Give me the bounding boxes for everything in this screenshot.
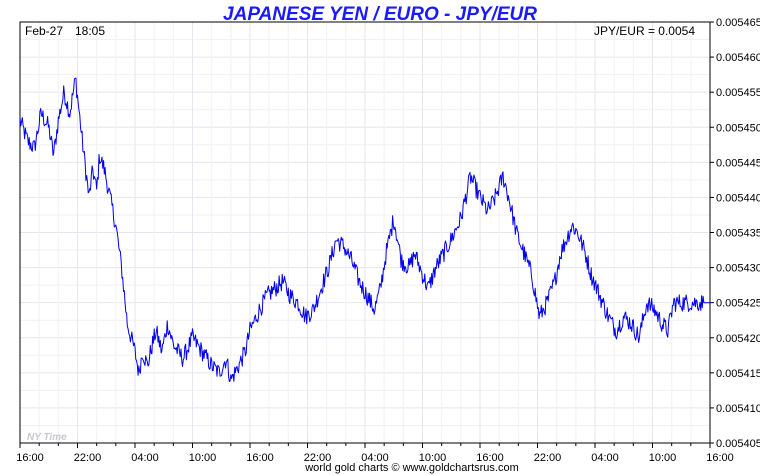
x-tick-label: 10:00 xyxy=(419,452,447,464)
chart-title: JAPANESE YEN / EURO - JPY/EUR xyxy=(223,4,537,25)
y-tick-label: 0.005405 xyxy=(716,438,760,450)
x-tick-label: 10:00 xyxy=(189,452,217,464)
x-tick-label: 16:00 xyxy=(706,452,734,464)
y-tick-label: 0.005420 xyxy=(716,333,760,345)
y-tick-label: 0.005465 xyxy=(716,17,760,29)
x-tick-label: 04:00 xyxy=(591,452,619,464)
y-tick-label: 0.005460 xyxy=(716,52,760,64)
x-tick-label: 22:00 xyxy=(534,452,562,464)
date-label: Feb-27 xyxy=(25,24,63,38)
y-tick-label: 0.005450 xyxy=(716,122,760,134)
x-tick-label: 04:00 xyxy=(361,452,389,464)
current-value-label: JPY/EUR = 0.0054 xyxy=(594,24,695,38)
y-tick-label: 0.005435 xyxy=(716,228,760,240)
x-axis: 16:00 22:00 04:00 10:00 16:00 22:00 04:00 10:00… xyxy=(16,443,734,464)
y-tick-label: 0.005440 xyxy=(716,192,760,204)
grid-lines xyxy=(19,21,711,444)
y-tick-label: 0.005425 xyxy=(716,298,760,310)
x-tick-label: 16:00 xyxy=(16,452,44,464)
y-tick-label: 0.005430 xyxy=(716,263,760,275)
y-tick-label: 0.005415 xyxy=(716,368,760,380)
x-tick-label: 10:00 xyxy=(649,452,677,464)
x-tick-label: 22:00 xyxy=(74,452,102,464)
footer-credit: world gold charts © www.goldchartsrus.co… xyxy=(304,462,519,474)
y-tick-label: 0.005455 xyxy=(716,87,760,99)
x-tick-label: 04:00 xyxy=(131,452,159,464)
y-tick-label: 0.005410 xyxy=(716,403,760,415)
x-tick-label: 16:00 xyxy=(476,452,504,464)
price-series-line xyxy=(19,77,710,382)
time-label: 18:05 xyxy=(75,24,105,38)
x-tick-label: 16:00 xyxy=(246,452,274,464)
timezone-watermark: NY Time xyxy=(27,432,67,443)
y-tick-label: 0.005445 xyxy=(716,157,760,169)
y-axis: 0.005405 0.005410 0.005415 0.005420 0.005425… xyxy=(710,17,760,450)
x-tick-label: 22:00 xyxy=(304,452,332,464)
